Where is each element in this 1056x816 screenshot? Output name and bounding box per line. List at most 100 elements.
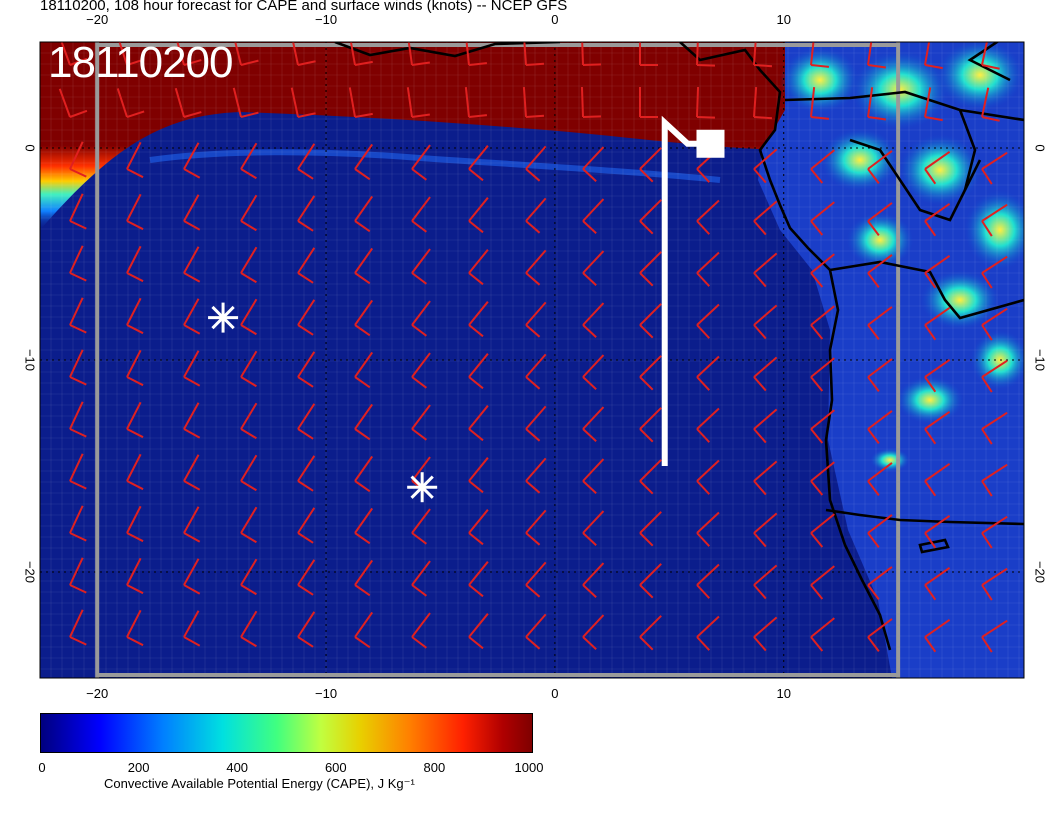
wind-barb bbox=[810, 617, 835, 652]
wind-barb bbox=[126, 193, 144, 231]
wind-barb bbox=[126, 245, 144, 283]
wind-barb bbox=[468, 561, 489, 598]
wind-barb bbox=[354, 455, 374, 493]
wind-barb bbox=[981, 411, 1008, 445]
wind-barb bbox=[867, 306, 893, 340]
wind-barb bbox=[411, 508, 431, 545]
wind-barb bbox=[290, 87, 316, 118]
date-stamp: 18110200 bbox=[48, 38, 233, 87]
wind-barb bbox=[1039, 466, 1056, 497]
lat-tick-label-left: −10 bbox=[22, 348, 38, 372]
wind-barb bbox=[183, 246, 201, 283]
wind-barb bbox=[981, 515, 1008, 549]
wind-barb bbox=[525, 405, 547, 442]
lon-tick-label-bottom: 10 bbox=[776, 686, 791, 701]
wind-barb bbox=[867, 462, 893, 496]
asterisk-marker bbox=[208, 302, 239, 333]
wind-barb bbox=[126, 453, 144, 491]
lat-tick-label-left: 0 bbox=[22, 144, 38, 152]
wind-barb bbox=[924, 87, 943, 122]
wind-barb bbox=[753, 564, 778, 600]
wind-barb bbox=[639, 199, 662, 235]
sounding-markers bbox=[208, 302, 438, 503]
lon-tick-label-top: −10 bbox=[315, 12, 338, 27]
wind-barb bbox=[639, 511, 662, 547]
track-endpoint-square bbox=[696, 129, 725, 158]
lon-tick-label-top: −20 bbox=[86, 12, 109, 27]
wind-barb bbox=[69, 141, 87, 178]
wind-barb bbox=[924, 150, 951, 185]
wind-barb bbox=[354, 143, 374, 181]
wind-barb bbox=[696, 355, 720, 391]
coastline-boundaries bbox=[334, 42, 1024, 651]
wind-barb bbox=[240, 350, 258, 388]
wind-barb bbox=[126, 609, 144, 647]
wind-barb bbox=[69, 193, 87, 230]
wind-barb bbox=[696, 42, 716, 67]
wind-barb bbox=[981, 42, 1000, 70]
colorbar-label: Convective Available Potential Energy (C… bbox=[104, 776, 415, 791]
wind-barb bbox=[297, 143, 316, 180]
wind-barb bbox=[297, 247, 316, 284]
wind-barb bbox=[696, 86, 716, 119]
wind-barb bbox=[183, 558, 201, 595]
wind-barb bbox=[58, 88, 88, 118]
wind-barb bbox=[696, 615, 720, 651]
wind-barb bbox=[924, 254, 951, 289]
wind-barb bbox=[867, 566, 893, 600]
wind-barb bbox=[116, 88, 145, 118]
wind-barb bbox=[810, 409, 835, 444]
wind-barb bbox=[525, 613, 547, 650]
wind-barb bbox=[183, 350, 201, 387]
wind-barb bbox=[810, 42, 830, 68]
wind-barb bbox=[810, 565, 835, 600]
wind-barb bbox=[867, 254, 893, 288]
wind-barb bbox=[297, 195, 316, 232]
wind-barb bbox=[525, 561, 547, 598]
wind-barb bbox=[354, 403, 374, 441]
wind-barb bbox=[696, 199, 720, 235]
flight-track bbox=[661, 115, 725, 466]
wind-barb bbox=[468, 249, 489, 286]
wind-barb bbox=[582, 406, 605, 443]
wind-barb bbox=[292, 42, 316, 66]
wind-barb bbox=[525, 509, 547, 546]
wind-barb bbox=[582, 562, 605, 599]
wind-barb bbox=[240, 142, 258, 180]
wind-barb bbox=[867, 202, 893, 236]
wind-barb bbox=[297, 351, 316, 388]
wind-barb bbox=[411, 248, 431, 285]
wind-barb bbox=[582, 510, 605, 547]
wind-barb bbox=[924, 358, 951, 393]
wind-barb bbox=[867, 618, 893, 652]
wind-barb bbox=[411, 352, 431, 389]
wind-barb bbox=[753, 512, 778, 548]
wind-barb bbox=[126, 401, 144, 439]
wind-barb bbox=[981, 87, 1000, 122]
wind-barb bbox=[411, 300, 431, 337]
wind-barb bbox=[468, 301, 489, 338]
wind-barb bbox=[468, 197, 489, 234]
lat-tick-label-left: −20 bbox=[22, 560, 38, 584]
wind-barb bbox=[240, 246, 258, 284]
wind-barb bbox=[1039, 518, 1056, 549]
wind-barb bbox=[867, 358, 893, 392]
wind-barb bbox=[240, 454, 258, 492]
colorbar bbox=[40, 713, 533, 753]
wind-barb bbox=[240, 506, 258, 544]
wind-barb bbox=[1039, 310, 1056, 341]
wind-barb bbox=[981, 463, 1008, 497]
wind-barb bbox=[639, 303, 662, 339]
wind-barb bbox=[525, 301, 547, 338]
wind-barb bbox=[867, 42, 886, 69]
wind-barb bbox=[411, 612, 431, 649]
wind-barb bbox=[639, 355, 662, 391]
wind-barb bbox=[297, 299, 316, 336]
chart-title: 18110200, 108 hour forecast for CAPE and… bbox=[40, 0, 568, 14]
wind-barb bbox=[810, 357, 835, 392]
wind-barb bbox=[411, 144, 431, 181]
wind-barb bbox=[407, 42, 430, 66]
wind-barb bbox=[639, 87, 658, 118]
wind-barb bbox=[639, 563, 662, 599]
wind-barb bbox=[582, 614, 605, 651]
